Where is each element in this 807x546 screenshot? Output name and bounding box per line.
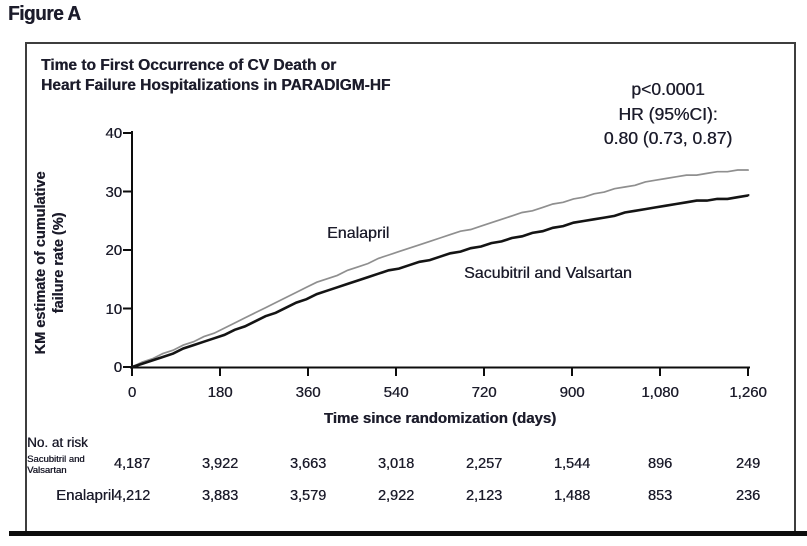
hr-value: 0.80 (0.73, 0.87) <box>603 128 733 148</box>
km-curve-enalapril <box>131 169 749 368</box>
risk-value: 3,579 <box>289 488 327 504</box>
curve-label-sacubitril-valsartan: Sacubitril and Valsartan <box>464 265 632 282</box>
risk-value: 2,123 <box>465 488 503 504</box>
y-tick-label: 10 <box>105 300 122 318</box>
risk-value: 2,257 <box>465 456 503 472</box>
y-tick-label: 0 <box>113 359 122 376</box>
risk-value: 236 <box>735 488 761 504</box>
risk-value: 4,212 <box>113 488 151 504</box>
risk-value: 3,663 <box>289 456 327 472</box>
hr-label: HR (95%CI): <box>618 103 718 124</box>
x-tick-label: 0 <box>127 384 137 401</box>
x-tick-label: 1,260 <box>729 384 767 401</box>
y-tick-label: 40 <box>105 125 122 142</box>
x-tick-label: 1,080 <box>641 384 679 401</box>
risk-value: 3,018 <box>377 456 415 472</box>
p-value: p<0.0001 <box>631 79 705 99</box>
figure-border-box <box>25 42 796 531</box>
risk-value: 1,488 <box>553 488 591 504</box>
y-tick-label: 30 <box>105 183 122 201</box>
x-tick-label: 180 <box>207 384 233 401</box>
risk-value: 249 <box>735 456 761 472</box>
risk-value: 3,922 <box>201 456 239 472</box>
risk-value: 2,922 <box>377 488 415 504</box>
x-tick-label: 540 <box>383 384 409 401</box>
x-axis-label: Time since randomization (days) <box>323 410 557 427</box>
risk-value: 896 <box>647 456 673 472</box>
risk-row-label-sacubitril: Sacubitril and Valsartan <box>27 454 85 476</box>
x-tick-label: 900 <box>559 384 585 401</box>
figure-bottom-rule <box>9 531 807 536</box>
risk-value: 853 <box>647 488 673 504</box>
figure-label: Figure A <box>8 3 81 25</box>
risk-value: 1,544 <box>553 456 591 472</box>
chart-title-line2: Heart Failure Hospitalizations in PARADI… <box>41 77 391 94</box>
risk-table-header: No. at risk <box>27 435 88 450</box>
x-tick-label: 720 <box>471 384 497 401</box>
chart-title-line1: Time to First Occurrence of CV Death or <box>41 57 337 74</box>
km-curve-sacubitril-valsartan <box>131 193 750 369</box>
risk-value: 3,883 <box>201 488 239 504</box>
risk-value: 4,187 <box>113 456 151 472</box>
stats-annotation: p<0.0001 HR (95%CI): 0.80 (0.73, 0.87) <box>558 77 778 151</box>
x-tick-label: 360 <box>295 384 321 401</box>
y-tick-label: 20 <box>105 242 122 259</box>
curve-label-enalapril: Enalapril <box>327 225 390 242</box>
risk-row-label-enalapril: Enalapril <box>56 487 115 504</box>
chart-title: Time to First Occurrence of CV Death or … <box>41 56 390 96</box>
